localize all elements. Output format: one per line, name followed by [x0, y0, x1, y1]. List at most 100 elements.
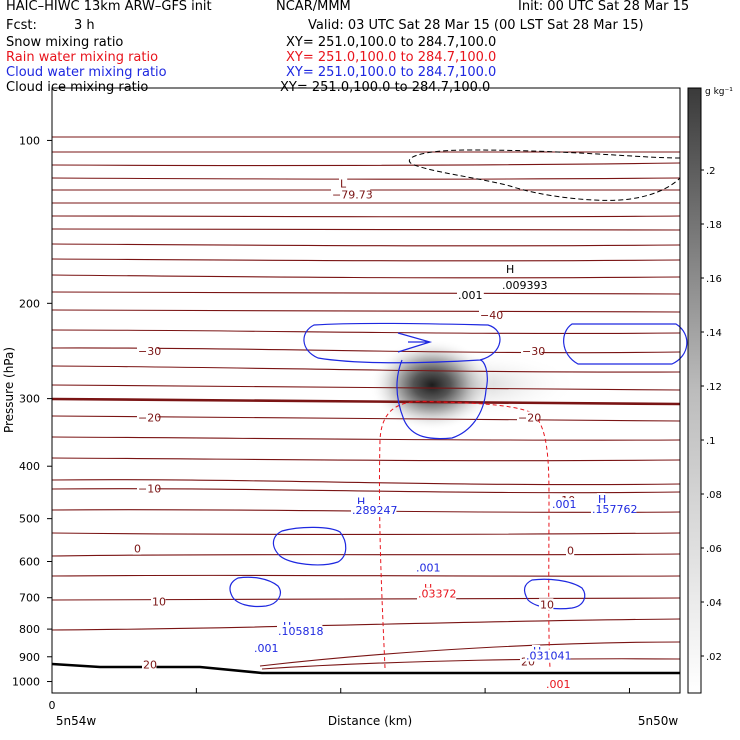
colorbar-tick-label: .18	[706, 220, 722, 231]
contour-label: L	[340, 177, 347, 190]
contour-label-bg	[356, 495, 365, 508]
contour-label: .001	[416, 561, 441, 574]
colorbar-fill	[687, 87, 702, 694]
contour-label: .157762	[592, 503, 638, 516]
contour-label: .001	[254, 642, 279, 655]
contour-label-bg	[591, 503, 637, 516]
pressure-axis: 100 200 300 400 500 600 700 800 900 1000	[12, 134, 52, 689]
pressure-tick-label: 400	[19, 460, 40, 473]
contour-label-bg	[521, 345, 542, 358]
contour-label-bg	[505, 263, 514, 276]
colorbar-tick-label: .16	[706, 274, 722, 285]
field-snow-xy: XY= 251.0,100.0 to 284.7,100.0	[286, 35, 497, 50]
pressure-tick-label: 900	[19, 651, 40, 664]
contour-label-bg	[501, 279, 547, 292]
contour-label: −40	[480, 309, 503, 322]
pressure-tick-label: 800	[19, 623, 40, 636]
x-left-label: 5n54w	[56, 714, 97, 728]
contour-label-bg	[277, 624, 323, 637]
contour-label-bg	[597, 493, 606, 506]
x-right-label: 5n50w	[638, 714, 679, 728]
colorbar-tick-label: .12	[706, 382, 722, 393]
contour-label-bg	[339, 177, 348, 190]
colorbar-tick-label: .2	[706, 166, 716, 177]
contour-label-bg	[566, 544, 575, 557]
rain-contour	[378, 400, 551, 669]
contour-label-bg	[351, 504, 397, 517]
contour-label: .009393	[502, 279, 548, 292]
contour-label: 0	[134, 543, 141, 556]
contour-label: .001	[458, 289, 483, 302]
contour-label-bg	[479, 308, 500, 321]
colorbar-tick-label: .06	[706, 544, 722, 555]
y-axis-label: Pressure (hPa)	[2, 347, 16, 433]
forecast-hours: 3 h	[74, 18, 95, 33]
contour-label-bg	[331, 188, 371, 201]
contour-label-bg	[545, 677, 572, 690]
colorbar-unit: g kg⁻¹	[705, 87, 733, 97]
contour-label-bg	[137, 345, 158, 358]
cloud-water-contours	[229, 322, 688, 610]
contour-label: .289247	[352, 504, 398, 517]
contour-labels: L−79.73−40−30−30−20−20−10−100010102020H.…	[133, 177, 638, 691]
contour-label-bg	[551, 498, 578, 511]
contour-label: .03372	[418, 588, 457, 601]
field-rain-xy: XY= 251.0,100.0 to 284.7,100.0	[286, 50, 497, 65]
forecast-label: Fcst:	[6, 18, 37, 33]
x-origin-label: 0	[49, 699, 56, 712]
contour-label: −30	[522, 345, 545, 358]
colorbar-tick-label: .02	[706, 652, 722, 663]
pressure-tick-label: 100	[19, 134, 40, 147]
contour-label: −20	[138, 411, 161, 424]
contour-label: H	[598, 493, 606, 506]
temperature-contours	[51, 136, 681, 670]
colorbar-tick-label: .1	[706, 436, 716, 447]
contour-label: 10	[152, 596, 166, 609]
contour-label: H	[506, 263, 514, 276]
contour-label: 0	[567, 544, 574, 557]
contour-label: .031041	[526, 649, 572, 662]
colorbar-tick-label: .14	[706, 328, 722, 339]
snow-contour	[408, 149, 681, 201]
colorbar-tick-label: .04	[706, 598, 722, 609]
contour-label-bg	[137, 482, 158, 495]
title-center: NCAR/MMM	[276, 0, 351, 14]
contour-label-bg	[525, 649, 571, 662]
pressure-tick-label: 600	[19, 555, 40, 568]
arrow-marker	[397, 332, 433, 353]
contour-label: −79.73	[332, 189, 373, 202]
field-snow-name: Snow mixing ratio	[6, 35, 124, 50]
contour-label: −20	[518, 411, 541, 424]
contour-label: .105818	[278, 625, 324, 638]
contour-label-bg	[417, 587, 457, 600]
contour-label-bg	[133, 542, 142, 555]
pressure-tick-label: 500	[19, 513, 40, 526]
contour-label-bg	[142, 658, 157, 671]
contour-label: −30	[138, 345, 161, 358]
pressure-tick-label: 300	[19, 393, 40, 406]
pressure-tick-label: 700	[19, 592, 40, 605]
contour-label: .001	[552, 498, 577, 511]
contour-label-bg	[137, 411, 158, 424]
colorbar-tick-label: .08	[706, 490, 722, 501]
pressure-tick-label: 200	[19, 297, 40, 310]
contour-label-bg	[415, 561, 442, 574]
contour-label: .001	[546, 678, 571, 691]
contour-label-bg	[457, 288, 484, 301]
contour-label-bg	[517, 411, 538, 424]
contour-label: 20	[143, 658, 157, 671]
plot-frame	[51, 87, 681, 694]
contour-label: 10	[540, 598, 554, 611]
x-axis-label: Distance (km)	[328, 714, 412, 728]
valid-time: Valid: 03 UTC Sat 28 Mar 15 (00 LST Sat …	[308, 18, 644, 33]
contour-label-bg	[253, 641, 280, 654]
pressure-tick-label: 1000	[12, 676, 40, 689]
contour-label: H	[357, 496, 365, 509]
contour-label-bg	[539, 598, 554, 611]
field-rain-name: Rain water mixing ratio	[6, 50, 159, 65]
contour-label: −10	[138, 483, 161, 496]
field-cloudwater-xy: XY= 251.0,100.0 to 284.7,100.0	[286, 65, 497, 80]
terrain-line	[51, 662, 680, 675]
field-cloudwater-name: Cloud water mixing ratio	[6, 65, 167, 80]
